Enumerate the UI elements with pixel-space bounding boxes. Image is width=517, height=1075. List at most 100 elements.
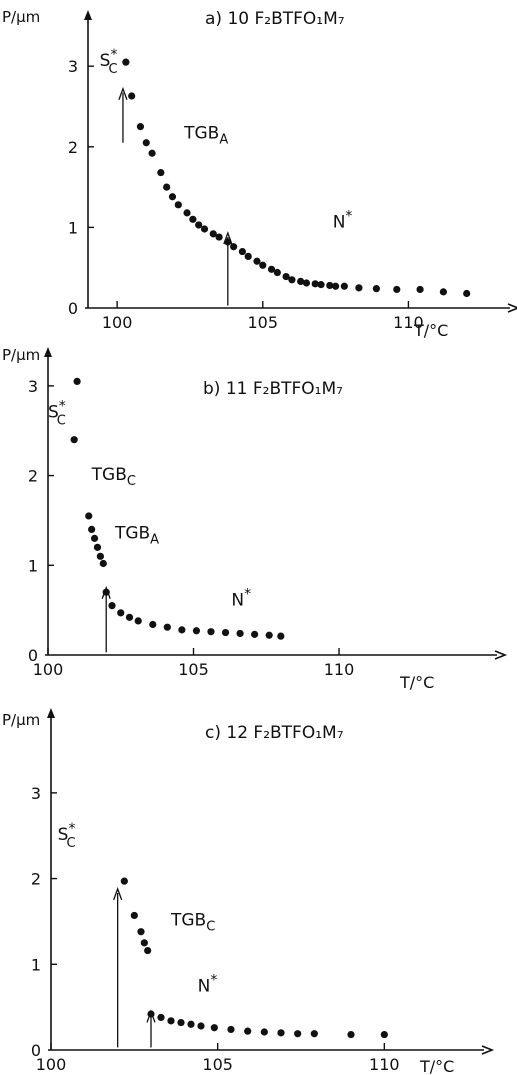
data-point [94, 544, 101, 551]
data-point [157, 169, 164, 176]
phase-label: TGBA [183, 124, 228, 148]
data-point [311, 1030, 318, 1037]
data-point [416, 286, 423, 293]
data-point [463, 290, 470, 297]
data-point [222, 629, 229, 636]
data-point [373, 285, 380, 292]
data-point [137, 123, 144, 130]
data-point [128, 92, 135, 99]
data-point [163, 183, 170, 190]
data-points [121, 878, 388, 1039]
data-point [244, 1028, 251, 1035]
tick-labels: 100 105 110 0 1 2 3 [28, 377, 354, 679]
data-point [157, 1014, 164, 1021]
data-point [355, 284, 362, 291]
y-tick-label: 0 [31, 1041, 41, 1060]
y-tick-label: 3 [31, 784, 41, 803]
axes [47, 708, 492, 1054]
data-point [169, 193, 176, 200]
data-point [207, 628, 214, 635]
chart-panel-b: 100 105 110 0 1 2 3 S* C TGBC TGBA N* b) 11 F₂BTFO… [2, 346, 505, 692]
y-tick-label: 1 [28, 556, 38, 575]
phase-label: N* [198, 973, 218, 997]
phase-label: N* [333, 208, 353, 232]
data-point [97, 553, 104, 560]
x-tick-label: 110 [324, 660, 355, 679]
data-point [245, 253, 252, 260]
data-point [201, 225, 208, 232]
data-point [91, 535, 98, 542]
data-point [236, 630, 243, 637]
y-tick-label: 3 [28, 377, 38, 396]
y-axis-arrowhead [44, 347, 52, 357]
data-point [341, 283, 348, 290]
data-point [71, 436, 78, 443]
phase-labels: S* C TGBA N* [100, 47, 353, 232]
data-point [253, 258, 260, 265]
data-point [195, 221, 202, 228]
phase-labels: S* CTGBCTGBAN* [48, 398, 251, 610]
x-axis-label: T/°C [413, 321, 448, 340]
data-point [187, 1021, 194, 1028]
phase-label: TGBC [91, 465, 136, 489]
data-point [193, 627, 200, 634]
data-point [440, 288, 447, 295]
data-point [126, 614, 133, 621]
x-axis-label: T/°C [399, 673, 434, 692]
data-point [215, 233, 222, 240]
data-point [277, 633, 284, 640]
data-point [381, 1031, 388, 1038]
y-tick-label: 3 [68, 57, 78, 76]
y-tick-label: 2 [28, 467, 38, 486]
y-tick-label: 2 [68, 138, 78, 157]
data-point [274, 269, 281, 276]
phase-label: S* C [58, 821, 76, 851]
data-point [266, 632, 273, 639]
data-points [71, 378, 285, 640]
chart-panel-a: 100 105 1100123 S* CTGBAN* a) 10 F₂BTFO₁M₇ … [2, 8, 517, 340]
data-point [167, 1017, 174, 1024]
data-point [74, 378, 81, 385]
phase-label: S* C [48, 398, 66, 428]
data-point [143, 139, 150, 146]
axes [84, 10, 517, 312]
data-point [230, 243, 237, 250]
y-axis-arrowhead [84, 10, 92, 20]
y-tick-label: 0 [28, 646, 38, 665]
data-point [251, 631, 258, 638]
phase-label: TGBC [170, 911, 215, 935]
chart-title: a) 10 F₂BTFO₁M₇ [205, 9, 345, 29]
data-point [393, 286, 400, 293]
data-point [108, 602, 115, 609]
data-point [164, 624, 171, 631]
y-axis-arrowhead [47, 708, 55, 718]
data-point [288, 276, 295, 283]
data-point [121, 878, 128, 885]
data-points [122, 59, 470, 298]
x-tick-label: 105 [248, 313, 279, 332]
phase-label: S* C [100, 47, 118, 77]
data-point [117, 609, 124, 616]
data-point [347, 1031, 354, 1038]
data-point [303, 279, 310, 286]
x-tick-label: 105 [202, 1055, 233, 1074]
data-point [317, 281, 324, 288]
data-point [197, 1022, 204, 1029]
phase-label: TGBA [114, 523, 159, 547]
data-point [148, 150, 155, 157]
data-point [137, 928, 144, 935]
data-point [332, 283, 339, 290]
data-point [239, 248, 246, 255]
data-point [85, 512, 92, 519]
data-point [294, 1030, 301, 1037]
data-point [175, 201, 182, 208]
data-point [149, 621, 156, 628]
chart-title: b) 11 F₂BTFO₁M₇ [203, 379, 343, 399]
y-tick-label: 0 [68, 299, 78, 318]
phase-arrows [102, 588, 110, 653]
data-point [131, 912, 138, 919]
y-tick-label: 1 [31, 955, 41, 974]
x-tick-label: 100 [102, 313, 133, 332]
data-point [277, 1029, 284, 1036]
